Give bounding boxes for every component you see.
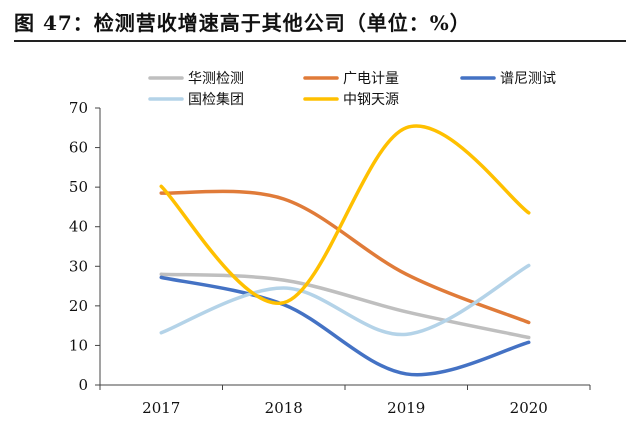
legend-label: 中钢天源: [343, 92, 399, 108]
figure-title: 图 47：检测营收增速高于其他公司（单位：%）: [14, 11, 471, 35]
x-tick-label: 2020: [510, 399, 548, 417]
series-line-4: [159, 124, 531, 305]
y-tick-label: 10: [69, 336, 88, 354]
y-tick-label: 30: [69, 257, 88, 275]
legend-label: 广电计量: [343, 71, 399, 87]
series-line-0: [159, 272, 531, 340]
series-line-3: [159, 263, 531, 337]
y-tick-label: 60: [69, 139, 88, 157]
x-tick-label: 2019: [387, 399, 425, 417]
legend-label: 谱尼测试: [500, 71, 556, 87]
y-tick-label: 40: [69, 218, 88, 236]
y-tick-label: 0: [78, 376, 88, 394]
legend-label: 华测检测: [188, 71, 244, 87]
y-tick-label: 50: [69, 178, 88, 196]
legend-label: 国检集团: [188, 91, 244, 108]
title-divider: [14, 40, 626, 42]
series-line-2: [159, 275, 531, 377]
chart-axes: 0 10 20 30 40 50 60 70 2017 2018 2019 2020: [69, 99, 591, 417]
y-tick-label: 70: [69, 99, 88, 117]
series-layer: [159, 124, 531, 377]
x-tick-label: 2018: [265, 399, 303, 417]
x-tick-label: 2017: [142, 399, 180, 417]
y-tick-label: 20: [69, 297, 88, 315]
